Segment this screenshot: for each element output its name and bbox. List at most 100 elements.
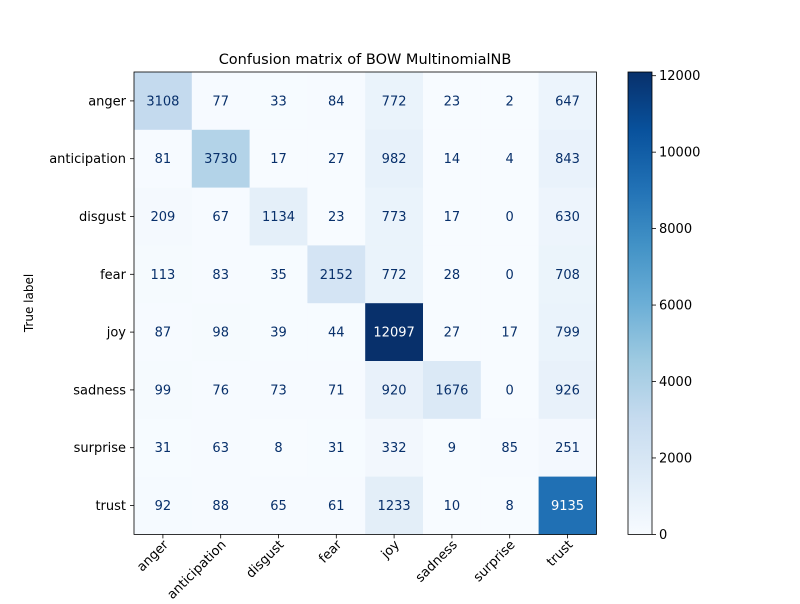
heatmap-cell (134, 72, 193, 131)
cell-value-label: 920 (382, 383, 407, 398)
heatmap-cell (423, 361, 482, 420)
heatmap-cell (480, 361, 539, 420)
heatmap-cell (134, 245, 193, 304)
heatmap-cell (423, 418, 482, 477)
cell-value-label: 92 (155, 499, 172, 514)
cell-value-label: 17 (501, 326, 518, 341)
heatmap-cell (480, 245, 539, 304)
heatmap-cell (365, 187, 424, 246)
col-tick-label: disgust (243, 538, 287, 582)
row-tick-label: surprise (74, 441, 126, 456)
cell-value-label: 843 (555, 152, 580, 167)
plot-frame (133, 71, 597, 535)
cell-value-label: 209 (150, 210, 175, 225)
cell-value-label: 0 (506, 383, 514, 398)
cell-value-label: 28 (444, 268, 461, 283)
heatmap-cell (307, 476, 366, 535)
cell-value-label: 332 (382, 441, 407, 456)
heatmap-cell (538, 245, 597, 304)
heatmap-cell (249, 245, 308, 304)
heatmap-cell (191, 245, 250, 304)
cell-value-label: 27 (444, 326, 461, 341)
row-tick-label: joy (106, 326, 127, 341)
heatmap-cell (423, 187, 482, 246)
heatmap-cell (538, 129, 597, 188)
heatmap-cell (480, 129, 539, 188)
heatmap-cell (134, 361, 193, 420)
row-tick-label: trust (95, 499, 126, 514)
cell-value-label: 61 (328, 499, 345, 514)
cell-value-label: 88 (212, 499, 229, 514)
cell-value-label: 27 (328, 152, 345, 167)
cell-value-label: 9135 (551, 499, 584, 514)
cell-value-label: 87 (155, 326, 172, 341)
cell-value-label: 12097 (373, 326, 414, 341)
colorbar-tick-label: 6000 (659, 299, 692, 314)
cell-value-label: 1676 (435, 383, 468, 398)
heatmap-cell (538, 303, 597, 362)
heatmap-cell (365, 129, 424, 188)
heatmap-cell (538, 476, 597, 535)
heatmap-cell (538, 187, 597, 246)
cell-value-label: 8 (506, 499, 514, 514)
cell-value-label: 647 (555, 94, 580, 109)
heatmap-cell (365, 361, 424, 420)
heatmap-cell (191, 129, 250, 188)
cell-value-label: 71 (328, 383, 345, 398)
cell-value-label: 76 (212, 383, 229, 398)
col-tick-label: fear (316, 537, 345, 566)
cell-value-label: 3108 (146, 94, 179, 109)
colorbar-tick-label: 12000 (659, 69, 700, 84)
col-tick-label: anger (134, 537, 172, 575)
col-tick-label: sadness (413, 537, 461, 585)
row-tick-labels: anger anticipation disgust fear joy sadness su… (49, 94, 134, 514)
row-tick-label: anticipation (49, 152, 126, 167)
chart-title: Confusion matrix of BOW MultinomialNB (219, 52, 512, 68)
heatmap-cell (480, 303, 539, 362)
cell-value-label: 98 (212, 326, 229, 341)
heatmap-cell (423, 72, 482, 131)
heatmap-cell (134, 476, 193, 535)
cell-value-label: 708 (555, 268, 580, 283)
heatmap-cell (134, 187, 193, 246)
y-axis-label: True label (22, 274, 36, 333)
cell-value-label: 3730 (204, 152, 237, 167)
cell-value-label: 0 (506, 268, 514, 283)
cell-value-label: 33 (270, 94, 287, 109)
heatmap-cell (365, 418, 424, 477)
heatmap-cell (423, 476, 482, 535)
heatmap-cell (480, 72, 539, 131)
heatmap-cell (538, 418, 597, 477)
cell-value-label: 39 (270, 326, 287, 341)
cell-value-label: 982 (382, 152, 407, 167)
cell-value-label: 2152 (320, 268, 353, 283)
heatmap-cell (423, 303, 482, 362)
row-tick-label: sadness (73, 383, 126, 398)
cell-value-label: 10 (444, 499, 461, 514)
row-tick-label: anger (88, 94, 126, 109)
heatmap-cells (133, 71, 597, 535)
cell-value-label: 73 (270, 383, 287, 398)
cell-value-label: 772 (382, 268, 407, 283)
cell-value-label: 14 (444, 152, 461, 167)
cell-value-label: 4 (506, 152, 514, 167)
cell-value-label: 17 (270, 152, 287, 167)
heatmap-cell (307, 418, 366, 477)
cell-value-label: 84 (328, 94, 345, 109)
col-tick-label: trust (544, 538, 576, 570)
cell-value-label: 9 (448, 441, 456, 456)
cell-value-label: 83 (212, 268, 229, 283)
cell-value-label: 772 (382, 94, 407, 109)
heatmap-cell (365, 476, 424, 535)
heatmap-cell (480, 476, 539, 535)
heatmap-cell (480, 187, 539, 246)
cell-value-label: 85 (501, 441, 518, 456)
heatmap-cell (191, 72, 250, 131)
cell-value-label: 44 (328, 326, 345, 341)
colorbar-tick-label: 2000 (659, 451, 692, 466)
cell-value-label: 773 (382, 210, 407, 225)
cell-value-label: 8 (274, 441, 282, 456)
cell-value-label: 113 (150, 268, 175, 283)
